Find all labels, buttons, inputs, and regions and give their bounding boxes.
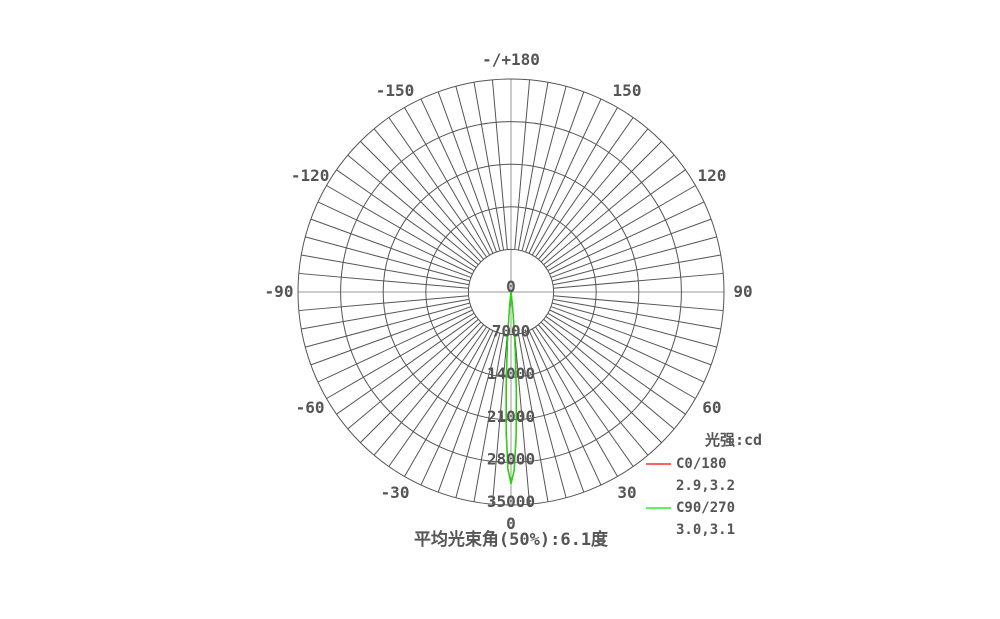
chart-title: 平均光束角(50%):6.1度 [414,529,609,550]
angle-tick-label: -/+180 [482,50,540,69]
legend-beam-c0-180: 2.9,3.2 [676,478,735,494]
grid-ring [467,248,555,336]
legend-beam-c90-270: 3.0,3.1 [676,522,735,538]
angle-tick-label: -120 [291,166,330,185]
radial-tick-label: 35000 [487,492,535,511]
angle-tick-label: 30 [617,483,636,502]
grid-ring [340,121,682,463]
radial-tick-label: 28000 [487,449,535,468]
radial-tick-label: 14000 [487,364,535,383]
legend-series-c90-270: C90/270 [676,500,735,516]
angle-tick-label: 150 [613,81,642,100]
angle-tick-label: -60 [296,398,325,417]
grid-ring [382,163,640,421]
angle-tick-label: 0 [506,514,516,533]
series-layer [505,291,518,484]
angle-tick-label: -90 [265,282,294,301]
angle-tick-label: -150 [376,81,415,100]
radial-tick-label: 0 [506,277,516,296]
legend-series-c0-180: C0/180 [676,456,727,472]
angle-tick-label: -30 [381,483,410,502]
angle-tick-label: 60 [702,398,721,417]
tick-labels: 0 30 60 90 120 150 -/+180 -150 -120 -90 -60 -30 0 700… [265,50,753,533]
polar-grid [297,78,725,506]
angle-tick-label: 120 [697,166,726,185]
legend-unit-label: 光强:cd [704,431,762,449]
radial-tick-label: 7000 [492,322,531,341]
grid-ring [425,206,597,378]
legend: 光强:cd C0/180 2.9,3.2 C90/270 3.0,3.1 [646,431,762,538]
angle-tick-label: 90 [733,282,752,301]
grid-ring [297,78,725,506]
radial-tick-label: 21000 [487,407,535,426]
